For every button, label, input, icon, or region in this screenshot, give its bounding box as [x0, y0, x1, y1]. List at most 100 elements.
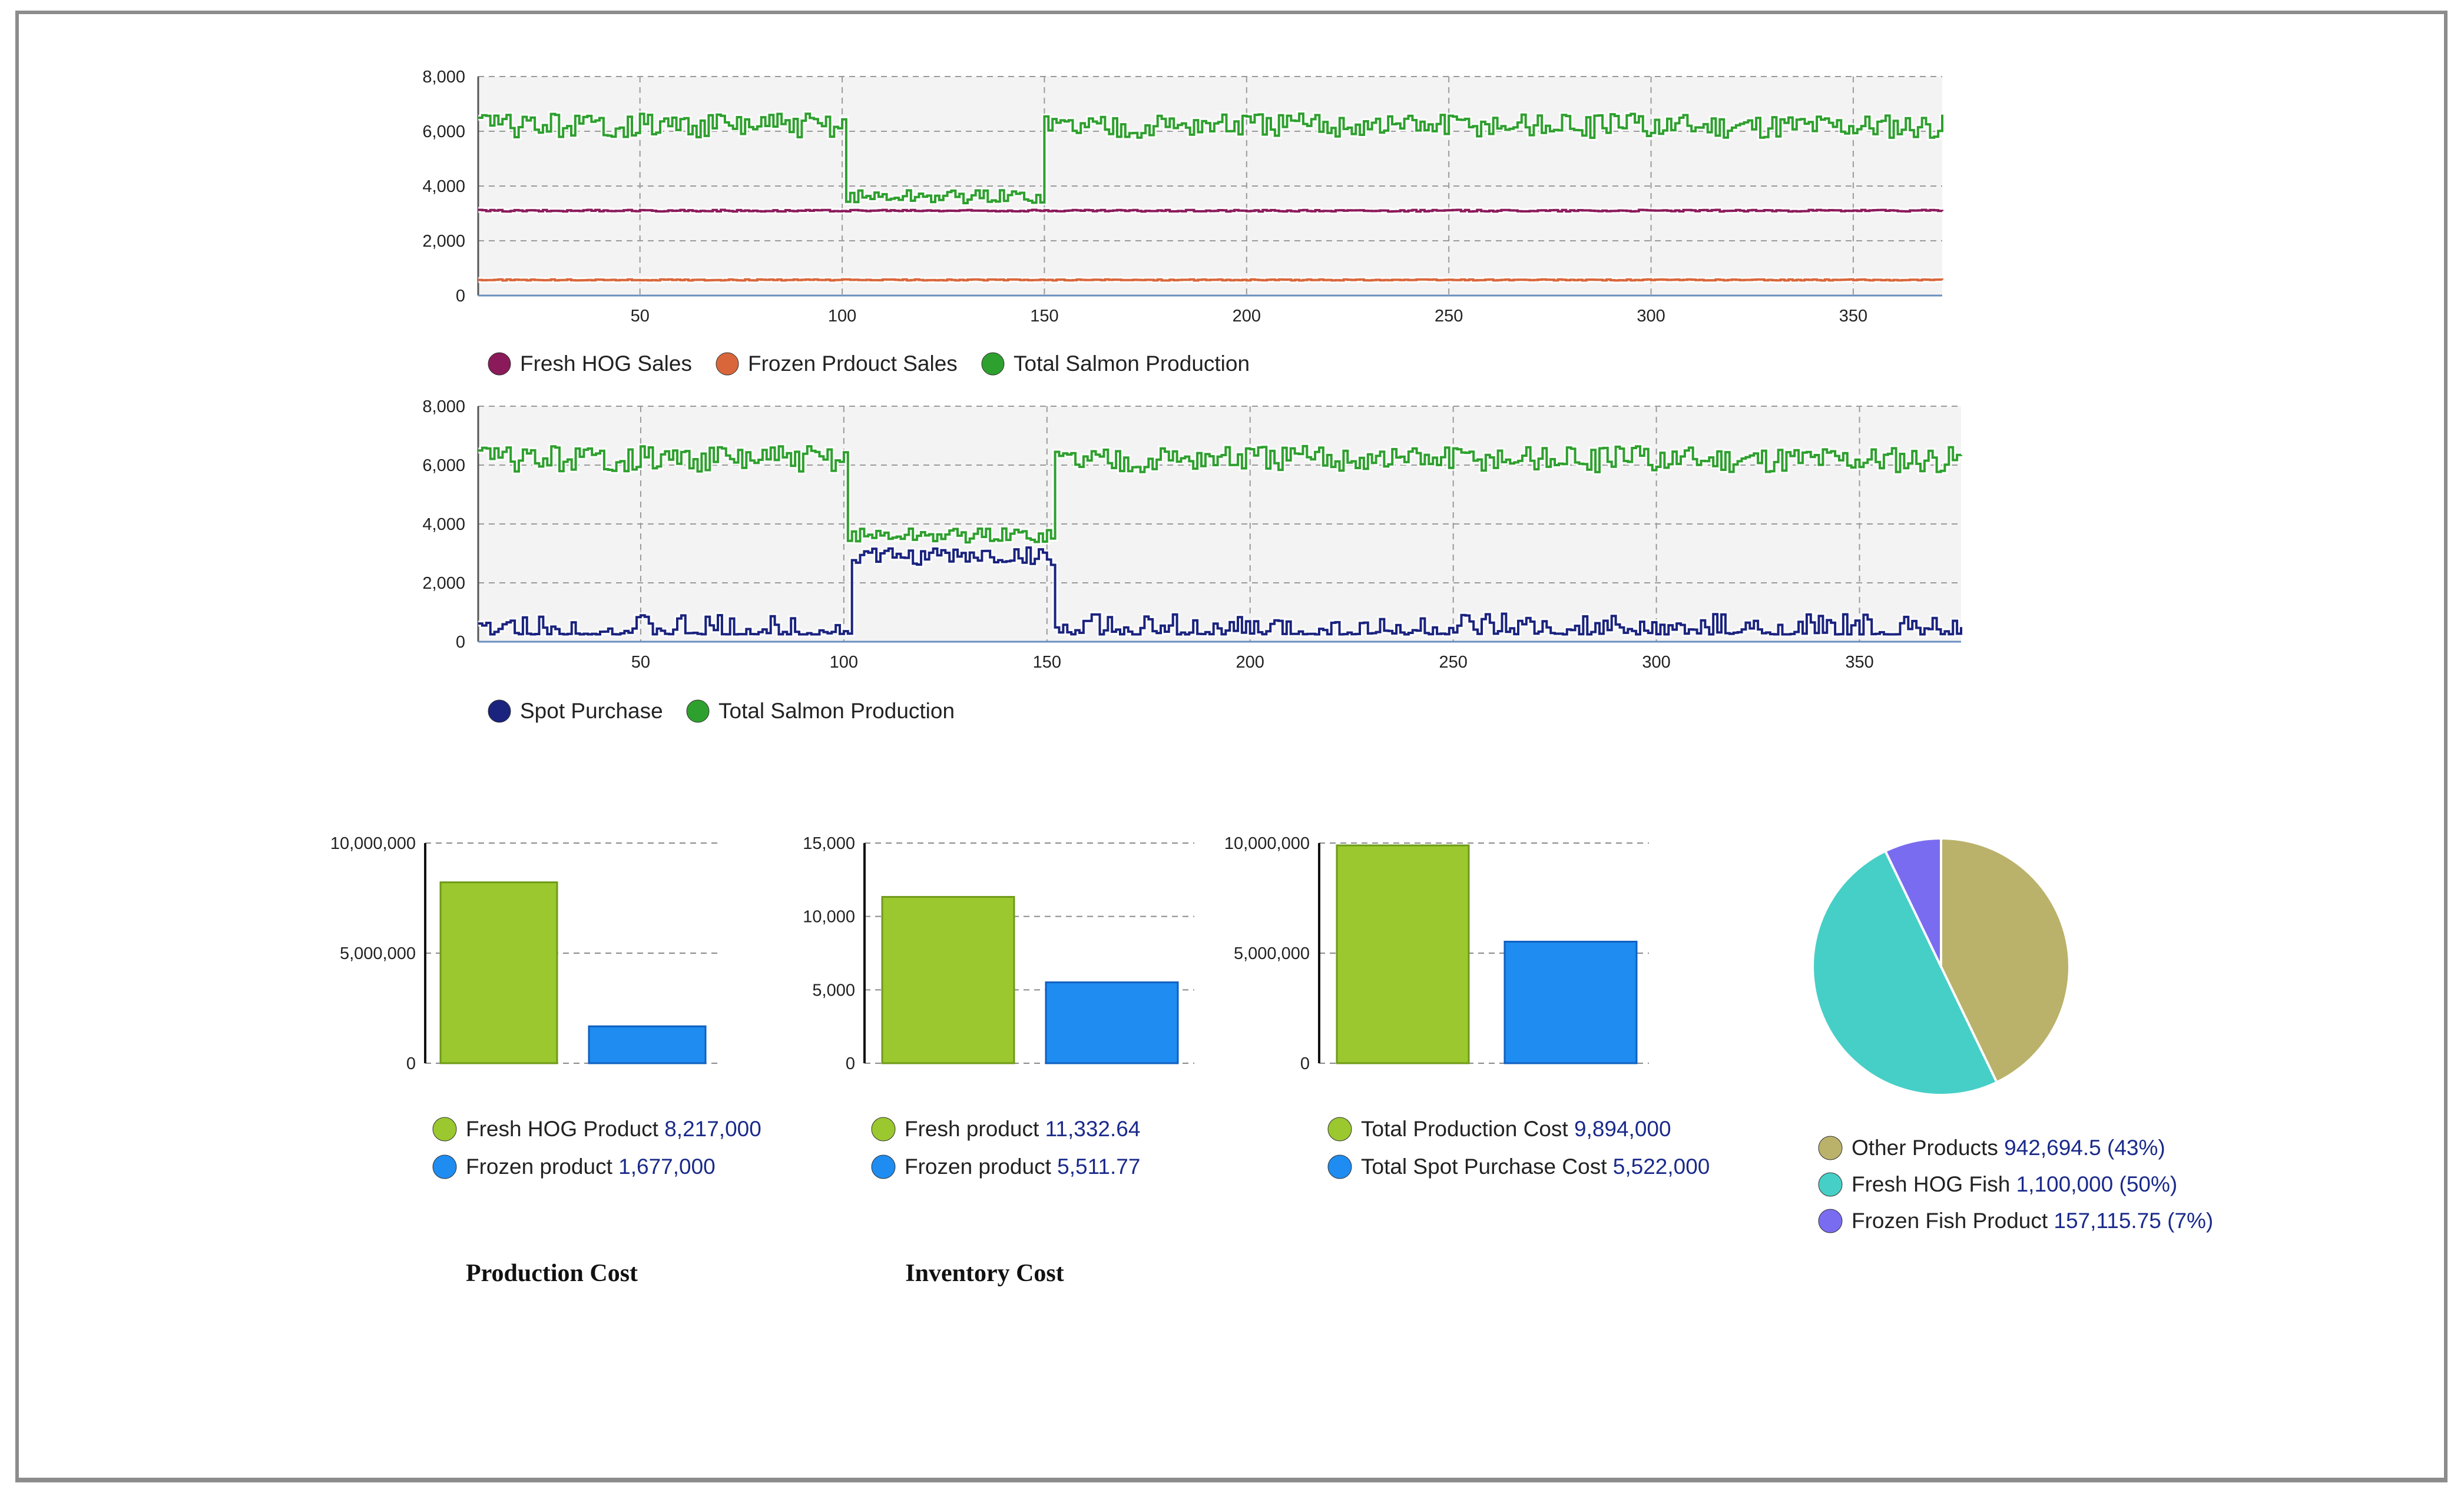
pie-slice [1940, 837, 2071, 1084]
legend-marker [488, 699, 511, 723]
legend-label: Other Products 942,694.5 (43%) [1852, 1136, 2165, 1160]
legend-label: Frozen product 5,511.77 [905, 1154, 1140, 1179]
bar [1503, 940, 1638, 1064]
y-tick-label: 8,000 [422, 397, 465, 416]
series-line [478, 112, 1943, 204]
legend-category: Fresh HOG Product [466, 1117, 664, 1141]
legend-label: Total Salmon Production [1014, 351, 1250, 376]
y-tick-label: 10,000,000 [330, 834, 416, 853]
legend-marker [981, 352, 1005, 376]
y-tick-label: 10,000,000 [1224, 834, 1310, 853]
pie-slice [1811, 849, 1999, 1097]
bar [881, 895, 1015, 1064]
y-tick-label: 10,000 [803, 908, 855, 927]
legend-value: 5,511.77 [1057, 1154, 1140, 1179]
x-tick-label: 100 [828, 307, 856, 326]
y-tick-label: 6,000 [422, 456, 465, 475]
x-tick-label: 300 [1642, 653, 1670, 672]
legend-label: Total Production Cost 9,894,000 [1361, 1117, 1671, 1141]
y-tick-label: 0 [406, 1054, 416, 1073]
legend-marker [1818, 1136, 1843, 1160]
legend-marker [1327, 1117, 1352, 1142]
x-tick-label: 150 [1033, 653, 1061, 672]
legend-value: 942,694.5 (43%) [2004, 1136, 2165, 1160]
y-tick-label: 5,000,000 [1234, 944, 1310, 963]
y-tick-label: 4,000 [422, 515, 465, 534]
legend-marker [1327, 1154, 1352, 1179]
series-line [478, 208, 1943, 213]
y-tick-label: 5,000 [812, 981, 855, 1000]
y-tick-label: 0 [1300, 1054, 1310, 1073]
legend-value: 1,100,000 (50%) [2016, 1172, 2178, 1196]
legend-marker [1818, 1209, 1843, 1233]
legend-value: 5,522,000 [1613, 1154, 1710, 1179]
y-tick-label: 6,000 [422, 122, 465, 141]
x-tick-label: 300 [1637, 307, 1665, 326]
y-tick-label: 15,000 [803, 834, 855, 853]
legend-category: Fresh product [905, 1117, 1045, 1141]
y-tick-label: 2,000 [422, 232, 465, 251]
bar [588, 1025, 707, 1064]
legend-category: Total Production Cost [1361, 1117, 1574, 1141]
legend-category: Total Spot Purchase Cost [1361, 1154, 1613, 1179]
x-tick-label: 250 [1435, 307, 1463, 326]
pie-slice [1883, 837, 1942, 967]
y-tick-label: 2,000 [422, 574, 465, 593]
chart-caption: Production Cost [466, 1260, 638, 1287]
legend-marker [716, 352, 739, 376]
bar [1045, 981, 1179, 1064]
legend-label: Total Spot Purchase Cost 5,522,000 [1361, 1154, 1710, 1179]
legend-label: Fresh HOG Fish 1,100,000 (50%) [1852, 1172, 2177, 1196]
legend-category: Frozen Fish Product [1852, 1209, 2054, 1233]
legend-value: 8,217,000 [664, 1117, 761, 1141]
legend-category: Fresh HOG Fish [1852, 1172, 2016, 1196]
legend-label: Frozen Fish Product 157,115.75 (7%) [1852, 1209, 2213, 1233]
legend-category: Frozen product [905, 1154, 1057, 1179]
legend-label: Frozen Prdouct Sales [748, 351, 958, 376]
legend-category: Other Products [1852, 1136, 2004, 1160]
legend-marker [871, 1117, 896, 1142]
legend-value: 1,677,000 [618, 1154, 716, 1179]
x-tick-label: 250 [1439, 653, 1467, 672]
legend-label: Total Salmon Production [718, 699, 955, 723]
legend-category: Frozen product [466, 1154, 618, 1179]
x-tick-label: 50 [631, 307, 650, 326]
legend-marker [1818, 1172, 1843, 1197]
legend-marker [432, 1154, 457, 1179]
x-tick-label: 150 [1030, 307, 1058, 326]
legend-marker [686, 699, 710, 723]
x-tick-label: 200 [1236, 653, 1264, 672]
x-tick-label: 200 [1233, 307, 1261, 326]
legend-value: 11,332.64 [1045, 1117, 1141, 1141]
y-tick-label: 5,000,000 [340, 944, 416, 963]
x-tick-label: 350 [1839, 307, 1867, 326]
y-tick-label: 0 [456, 287, 465, 306]
x-tick-label: 100 [830, 653, 858, 672]
y-tick-label: 0 [846, 1054, 855, 1073]
legend-marker [488, 352, 511, 376]
legend-marker [871, 1154, 896, 1179]
legend-label: Frozen product 1,677,000 [466, 1154, 716, 1179]
legend-label: Fresh product 11,332.64 [905, 1117, 1140, 1141]
y-tick-label: 4,000 [422, 177, 465, 196]
y-tick-label: 0 [456, 633, 465, 652]
legend-value: 157,115.75 (7%) [2054, 1209, 2213, 1233]
y-tick-label: 8,000 [422, 68, 465, 87]
legend-marker [432, 1117, 457, 1142]
x-tick-label: 350 [1845, 653, 1873, 672]
series-line [478, 278, 1943, 282]
x-tick-label: 50 [631, 653, 650, 672]
chart-caption: Inventory Cost [905, 1260, 1064, 1287]
legend-label: Spot Purchase [520, 699, 663, 723]
series-line [478, 444, 1962, 544]
legend-value: 9,894,000 [1574, 1117, 1671, 1141]
bar [439, 881, 558, 1064]
series-line [478, 546, 1962, 636]
bar [1336, 844, 1470, 1064]
